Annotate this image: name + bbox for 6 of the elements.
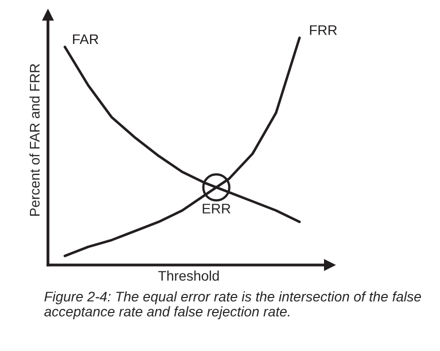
series-label: FAR [73,34,98,44]
y-axis-title: Percent of FAR and FRR [29,64,40,216]
caption: Figure 2-4: The equal error rate is the intersection of the false acceptance rate and false rejection rate. [44,291,421,320]
x-axis-title: Threshold [158,270,219,281]
annotation: ERR [202,204,230,214]
series-label: FRR [310,25,337,35]
